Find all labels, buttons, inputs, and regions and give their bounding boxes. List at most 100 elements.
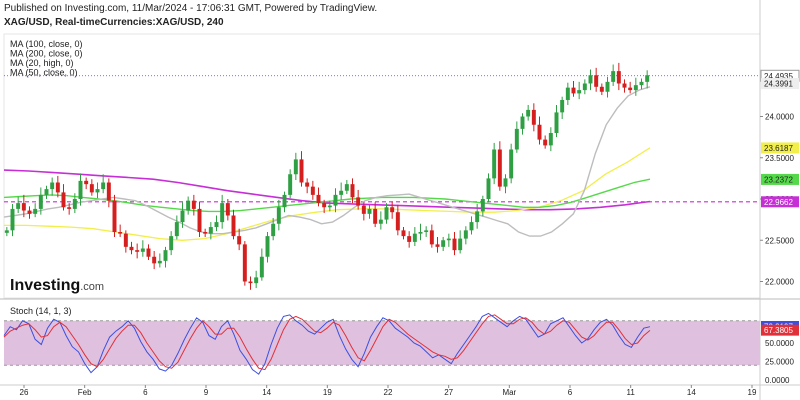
price-label-box: [761, 142, 799, 154]
candle-body: [214, 222, 219, 228]
candle: [611, 64, 616, 86]
candle: [378, 211, 383, 230]
candle-body: [322, 203, 327, 208]
candle-body: [452, 238, 457, 251]
main-price-pane: MA (100, close, 0)MA (200, close, 0)MA (…: [0, 33, 800, 300]
candle: [259, 248, 264, 281]
price-label: 22.9662: [764, 198, 793, 207]
candle-body: [492, 149, 497, 179]
candle: [299, 151, 304, 187]
candle: [384, 203, 389, 224]
candle-body: [520, 116, 525, 129]
candle: [412, 227, 417, 247]
candle: [237, 228, 242, 251]
candle-body: [89, 184, 94, 193]
x-tick-label: 22: [384, 388, 393, 397]
candle: [486, 173, 491, 203]
candle-body: [293, 159, 298, 175]
candle-body: [191, 200, 196, 209]
candle: [129, 241, 134, 255]
candle-body: [276, 207, 281, 224]
x-tick-label: 26: [20, 388, 29, 397]
candle: [123, 230, 128, 253]
candle-body: [259, 256, 264, 278]
candle: [531, 103, 536, 132]
candle-body: [628, 87, 633, 91]
candle: [588, 69, 593, 91]
candle: [95, 182, 100, 199]
candle-body: [135, 250, 140, 252]
candle-body: [163, 250, 168, 261]
y-tick-label: 24.0000: [765, 113, 794, 122]
candle: [356, 189, 361, 210]
legend-entry: MA (200, close, 0): [10, 49, 83, 59]
candle: [429, 224, 434, 248]
candle: [344, 180, 349, 195]
candle-body: [582, 83, 587, 91]
candle: [282, 191, 287, 213]
candle: [577, 81, 582, 100]
candle-body: [645, 75, 650, 82]
candle: [582, 79, 587, 95]
candle: [61, 184, 66, 211]
candle-body: [537, 124, 542, 140]
candle: [276, 199, 281, 231]
candle: [38, 187, 43, 215]
candle-body: [594, 75, 599, 87]
candle-body: [118, 232, 123, 234]
candle: [537, 116, 542, 145]
stoch-y-tick-label: 0.0000: [765, 376, 790, 385]
candle: [548, 127, 553, 152]
candle-body: [565, 87, 570, 100]
overlay-labels: 24.493524.399123.618723.237222.966272.31…: [760, 69, 800, 336]
candle-body: [571, 87, 576, 94]
candle: [44, 185, 49, 199]
main-pane-frame: [3, 33, 761, 299]
stoch-title: Stoch (14, 1, 3): [10, 306, 72, 316]
candle-body: [390, 207, 395, 213]
candle-body: [429, 230, 434, 245]
candle-body: [265, 236, 270, 257]
candle: [191, 194, 196, 216]
candle-body: [169, 236, 174, 251]
x-tick-label: 6: [143, 388, 148, 397]
candle: [72, 193, 77, 214]
candle: [560, 96, 565, 119]
candle-body: [356, 197, 361, 206]
stoch-value-box: [761, 324, 799, 336]
candle: [628, 81, 633, 94]
candle-body: [458, 238, 463, 251]
candle-body: [282, 194, 287, 208]
candle: [310, 180, 315, 200]
candle-body: [27, 210, 32, 214]
candle: [373, 202, 378, 228]
stoch-d-line: [3, 314, 651, 371]
candle-body: [622, 83, 627, 88]
candle: [112, 194, 117, 237]
candle: [339, 182, 344, 200]
candle: [418, 223, 423, 241]
candle: [452, 232, 457, 256]
stoch-value-label: 67.3805: [764, 326, 793, 335]
candle: [50, 177, 55, 196]
candle: [333, 188, 338, 213]
candle-body: [486, 178, 491, 199]
candle: [543, 135, 548, 149]
candle: [21, 194, 26, 218]
candle-body: [237, 236, 242, 245]
stoch-y-tick-label: 50.0000: [765, 339, 794, 348]
candle-body: [441, 240, 446, 247]
candle: [101, 174, 106, 194]
candle-body: [503, 178, 508, 187]
candle: [214, 215, 219, 232]
candle-body: [560, 100, 565, 113]
candle-body: [509, 149, 514, 179]
candle: [78, 173, 83, 206]
candle-body: [344, 184, 349, 191]
candle-body: [611, 71, 616, 82]
candle: [231, 209, 236, 240]
candle-body: [61, 192, 66, 208]
candle: [616, 62, 621, 91]
candle-body: [254, 277, 259, 284]
